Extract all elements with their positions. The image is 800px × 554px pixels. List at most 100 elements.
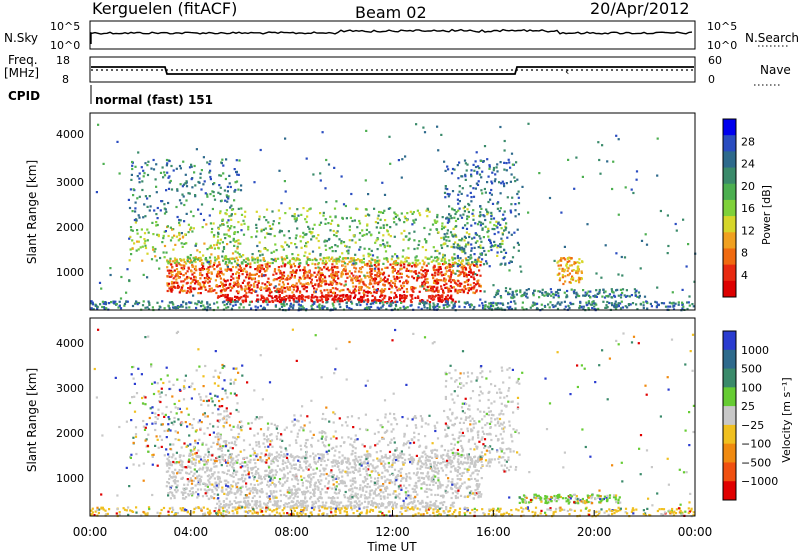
- power-cell: [144, 215, 147, 218]
- power-cell: [90, 300, 93, 303]
- power-cell: [608, 293, 611, 296]
- power-cell: [386, 241, 389, 244]
- power-cell: [323, 262, 326, 265]
- power-cell: [389, 301, 392, 304]
- power-cell: [218, 271, 222, 274]
- power-cell: [194, 256, 197, 259]
- velocity-cell: [221, 453, 224, 456]
- velocity-cell: [182, 454, 185, 457]
- power-cell: [408, 263, 411, 267]
- power-cell: [484, 218, 487, 222]
- power-cell: [464, 268, 467, 271]
- velocity-cell: [176, 489, 179, 492]
- power-cell: [306, 274, 309, 277]
- power-cell: [222, 288, 225, 291]
- power-cell: [438, 296, 441, 299]
- velocity-cell: [407, 494, 410, 497]
- power-cell: [282, 248, 285, 251]
- power-cell: [325, 262, 328, 265]
- power-cell: [224, 262, 227, 265]
- power-cell: [607, 295, 610, 298]
- velocity-cell: [206, 491, 209, 494]
- power-cell: [329, 222, 333, 225]
- power-cell: [138, 301, 141, 305]
- velocity-cell: [434, 470, 437, 473]
- power-cell: [341, 257, 344, 260]
- power-cell: [348, 246, 351, 249]
- power-cell: [392, 217, 395, 220]
- power-cell: [432, 302, 435, 305]
- power-cell: [594, 302, 597, 305]
- power-cell: [301, 298, 304, 301]
- power-cell: [241, 299, 244, 302]
- power-cell: [487, 200, 490, 204]
- power-cell: [336, 274, 339, 277]
- velocity-cell: [230, 474, 233, 478]
- power-cell: [315, 288, 318, 291]
- power-cell: [384, 250, 388, 253]
- power-cell: [389, 284, 392, 287]
- power-cell: [390, 299, 394, 303]
- power-cell: [294, 270, 297, 273]
- velocity-cell: [340, 462, 343, 465]
- power-cell: [427, 295, 431, 298]
- power-cell: [213, 289, 216, 292]
- velocity-cell: [409, 497, 412, 500]
- power-cell: [561, 276, 564, 279]
- power-cell: [243, 267, 246, 270]
- power-cell: [464, 175, 467, 178]
- power-cell: [284, 137, 287, 140]
- power-cell: [388, 245, 392, 248]
- velocity-cell: [234, 460, 237, 463]
- power-cell: [449, 231, 453, 234]
- power-cell: [356, 276, 359, 279]
- power-cell: [101, 300, 104, 303]
- power-cell: [182, 301, 185, 304]
- power-cell: [363, 233, 366, 237]
- power-cell: [437, 257, 440, 260]
- power-cell: [141, 188, 144, 192]
- power-cell: [444, 235, 447, 238]
- power-cell: [233, 168, 236, 171]
- power-cell: [354, 278, 358, 282]
- power-cell: [399, 262, 402, 265]
- power-cell: [174, 307, 178, 310]
- power-cell: [199, 176, 202, 179]
- power-cell: [333, 207, 337, 210]
- power-cell: [175, 278, 178, 281]
- power-cell: [401, 158, 404, 161]
- power-cell: [165, 164, 168, 167]
- power-cell: [426, 299, 429, 302]
- power-cell: [409, 270, 412, 273]
- power-cell: [370, 305, 373, 308]
- power-colorbar-swatch: [723, 199, 736, 217]
- power-cell: [440, 246, 444, 249]
- power-cell: [226, 279, 229, 282]
- velocity-cell: [243, 456, 246, 460]
- velocity-cell: [307, 490, 310, 493]
- velocity-cell: [180, 491, 183, 494]
- velocity-cell: [259, 459, 262, 462]
- power-cell: [490, 248, 493, 252]
- power-cell: [170, 301, 174, 304]
- power-cell: [341, 260, 344, 263]
- power-cell: [489, 198, 492, 201]
- power-cell: [480, 252, 484, 255]
- velocity-cell: [196, 476, 199, 479]
- power-cell: [305, 271, 308, 274]
- velocity-cell: [445, 466, 448, 469]
- power-cell: [259, 287, 262, 290]
- power-cell: [630, 294, 633, 297]
- power-cell: [372, 302, 375, 305]
- velocity-cell: [229, 461, 232, 464]
- power-cell: [468, 233, 471, 236]
- power-cell: [224, 280, 227, 283]
- power-cell: [235, 159, 238, 162]
- freq-tick-bottom: 8: [62, 73, 69, 86]
- power-cell: [307, 270, 310, 273]
- power-cell: [475, 151, 478, 154]
- power-cell: [567, 267, 570, 270]
- power-cell: [235, 290, 238, 293]
- velocity-cell: [351, 477, 354, 480]
- power-cell: [477, 257, 480, 260]
